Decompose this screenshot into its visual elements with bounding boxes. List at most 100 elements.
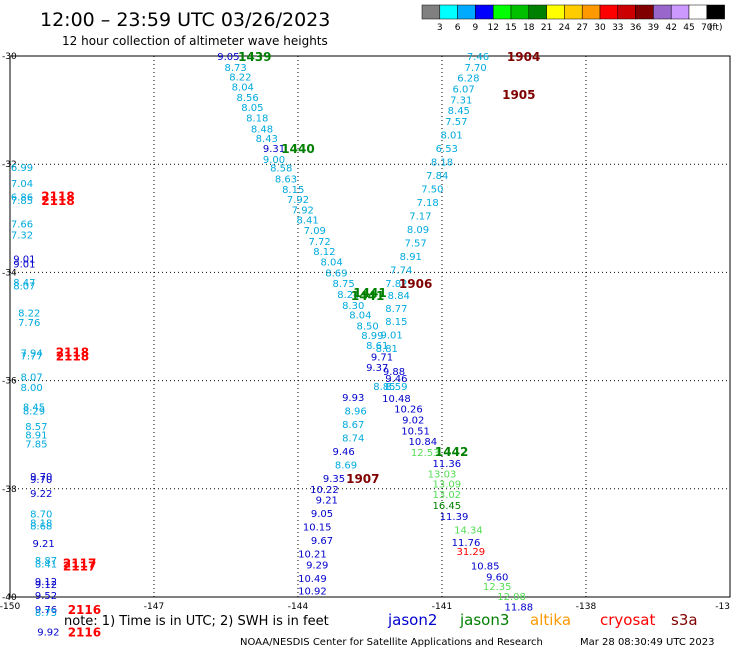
- colorbar-swatch: [581, 4, 601, 20]
- wave-height-value: 8.41: [296, 215, 318, 226]
- x-tick-label: -147: [144, 602, 164, 612]
- wave-height-value: 13.09: [432, 479, 461, 490]
- colorbar-swatch: [617, 4, 636, 20]
- wave-height-value: 10.85: [471, 562, 500, 573]
- wave-height-value: 8.01: [440, 130, 462, 141]
- wave-height-value: 12.53: [411, 448, 440, 459]
- wave-height-value: 11.76: [452, 538, 481, 549]
- colorbar-label: 9: [473, 23, 479, 33]
- wave-height-value: 9.67: [311, 536, 333, 547]
- colorbar-label: 24: [559, 23, 571, 33]
- wave-height-value: 8.69: [325, 268, 347, 279]
- wave-height-value: 7.74: [390, 266, 412, 277]
- wave-height-value: 12.35: [483, 582, 512, 593]
- colorbar-label: 42: [665, 23, 676, 33]
- colorbar-label: 6: [455, 23, 461, 33]
- colorbar-swatch: [635, 4, 654, 20]
- wave-height-value: 7.82: [385, 279, 407, 290]
- y-tick-label: -34: [2, 268, 17, 278]
- wave-height-value: 8.47: [13, 278, 35, 289]
- wave-height-value: 8.59: [385, 382, 407, 393]
- legend-cryosat: cryosat: [600, 611, 655, 629]
- wave-height-value: 8.68: [30, 522, 52, 533]
- pass-time-label: 2117: [63, 560, 96, 574]
- pass-time-label: 2117: [63, 556, 96, 570]
- credit-text: NOAA/NESDIS Center for Satellite Applica…: [240, 637, 543, 648]
- wave-height-value: 8.50: [356, 321, 378, 332]
- units-note: note: 1) Time is in UTC; 2) SWH is in fe…: [64, 614, 329, 629]
- wave-height-value: 10.26: [394, 405, 423, 416]
- wave-height-value: 9.29: [306, 561, 328, 572]
- colorbar-swatch: [653, 4, 672, 20]
- wave-height-value: 8.61: [366, 341, 388, 352]
- colorbar-label: 18: [523, 23, 535, 33]
- colorbar-label: 30: [594, 23, 606, 33]
- wave-height-value: 9.12: [35, 577, 57, 588]
- pass-time-label: 1906: [399, 277, 432, 291]
- wave-height-value: 8.63: [275, 174, 297, 185]
- wave-height-value: 8.96: [344, 406, 366, 417]
- x-tick-label: -141: [432, 602, 452, 612]
- legend-jason3: jason3: [459, 611, 509, 629]
- wave-height-value: 9.52: [35, 591, 57, 602]
- wave-height-value: 9.05: [311, 509, 333, 520]
- pass-time-label: 1440: [281, 142, 314, 156]
- wave-height-value: 7.46: [467, 52, 489, 63]
- wave-height-value: 8.77: [385, 304, 407, 315]
- wave-height-value: 8.75: [35, 608, 57, 619]
- pass-time-label: 2118: [41, 194, 74, 208]
- colorbar-swatch: [706, 4, 725, 20]
- pass-time-label: 1905: [502, 88, 535, 102]
- wave-height-value: 10.84: [408, 437, 437, 448]
- wave-height-value: 9.46: [332, 447, 354, 458]
- wave-height-value: 7.57: [404, 239, 426, 250]
- wave-height-value: 9.46: [385, 374, 407, 385]
- wave-height-value: 8.18: [431, 157, 453, 168]
- wave-height-value: 8.74: [342, 433, 364, 444]
- wave-height-value: 6.99: [11, 163, 33, 174]
- wave-height-value: 8.69: [335, 460, 357, 471]
- y-tick-label: -40: [2, 593, 17, 603]
- wave-height-value: 8.12: [313, 247, 335, 258]
- colorbar-swatch: [599, 4, 619, 20]
- pass-time-label: 2118: [56, 345, 89, 359]
- wave-height-value: 7.32: [11, 231, 33, 242]
- chart-title: 12:00 – 23:59 UTC 03/26/2023: [40, 9, 330, 31]
- wave-height-value: 7.77: [20, 352, 42, 363]
- wave-height-value: 9.02: [402, 416, 424, 427]
- wave-height-value: 8.04: [320, 258, 342, 269]
- pass-time-label: 1441: [351, 289, 384, 303]
- wave-height-value: 9.21: [316, 496, 338, 507]
- wave-height-value: 8.45: [23, 403, 45, 414]
- wave-height-value: 7.50: [421, 185, 443, 196]
- x-tick-label: -138: [576, 602, 597, 612]
- wave-height-value: 31.29: [456, 547, 485, 558]
- wave-height-value: 8.73: [224, 63, 246, 74]
- colorbar-swatch: [688, 4, 708, 20]
- wave-height-value: 7.94: [20, 348, 42, 359]
- wave-height-value: 8.22: [229, 73, 251, 84]
- wave-height-value: 9.37: [366, 363, 388, 374]
- pass-time-label: 1442: [435, 445, 468, 459]
- wave-height-value: 11.36: [432, 459, 461, 470]
- colorbar-label: 33: [612, 23, 623, 33]
- wave-height-value: 7.92: [292, 206, 314, 217]
- colorbar-swatch: [546, 4, 565, 20]
- wave-height-value: 8.09: [407, 225, 429, 236]
- wave-height-value: 9.00: [263, 155, 285, 166]
- wave-height-value: 10.15: [303, 523, 332, 534]
- wave-height-value: 8.85: [373, 382, 395, 393]
- chart-subtitle: 12 hour collection of altimeter wave hei…: [62, 34, 328, 48]
- wave-height-value: 8.67: [342, 420, 364, 431]
- wave-height-value: 9.31: [263, 144, 285, 155]
- legend-jason2: jason2: [387, 611, 437, 629]
- wave-height-value: 8.91: [400, 252, 422, 263]
- wave-height-value: 7.17: [409, 212, 431, 223]
- wave-height-value: 8.45: [448, 106, 470, 117]
- wave-height-value: 7.85: [11, 196, 33, 207]
- wave-height-value: 8.18: [30, 518, 52, 529]
- colorbar-label: 27: [576, 23, 587, 33]
- wave-height-value: 8.30: [342, 301, 364, 312]
- wave-height-value: 13.02: [432, 490, 461, 501]
